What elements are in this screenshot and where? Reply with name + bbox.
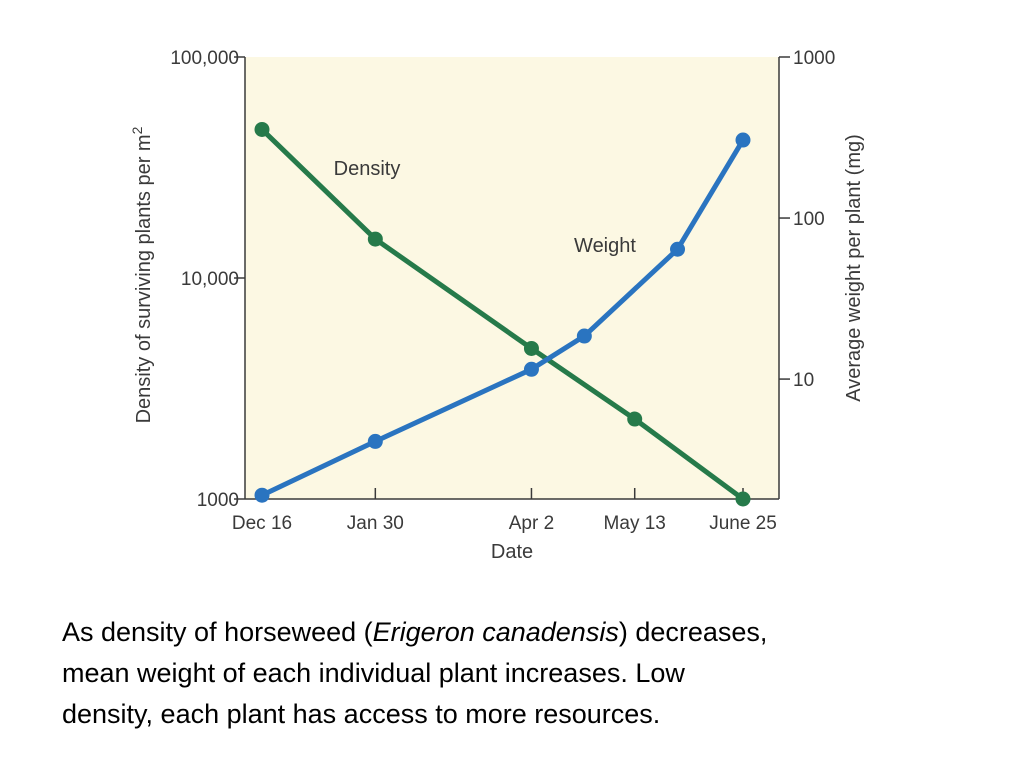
weight-line xyxy=(259,137,746,498)
y-left-tick-label: 10,000 xyxy=(181,269,239,290)
y-right-tick-label: 1000 xyxy=(793,48,835,69)
x-tick-label: June 25 xyxy=(709,513,777,534)
density-point xyxy=(627,411,643,427)
y-left-axis-title: Density of surviving plants per m2 xyxy=(129,126,155,423)
x-tick-label: Apr 2 xyxy=(509,513,554,534)
x-axis-title: Date xyxy=(491,541,533,563)
y-left-tick-label: 1000 xyxy=(197,490,239,511)
y-right-axis-title: Average weight per plant (mg) xyxy=(843,134,865,402)
series-density: Density xyxy=(254,121,751,507)
x-tick-label: Jan 30 xyxy=(347,513,404,534)
density-point xyxy=(735,491,751,507)
weight-point xyxy=(523,361,539,377)
y-left-axis-title-superscript: 2 xyxy=(129,126,145,134)
weight-point xyxy=(254,487,270,503)
x-tick-label: Dec 16 xyxy=(232,513,292,534)
weight-point xyxy=(735,132,751,148)
density-series-label: Density xyxy=(334,158,401,180)
caption-line-2: mean weight of each individual plant inc… xyxy=(62,658,685,688)
x-tick-label: May 13 xyxy=(604,513,666,534)
y-right-tick-label: 100 xyxy=(793,209,825,230)
weight-point xyxy=(367,433,383,449)
caption-line-1-start: As density of horseweed ( xyxy=(62,617,373,647)
y-left-tick-label: 100,000 xyxy=(170,48,239,69)
caption-line-1-end: ) decreases, xyxy=(618,617,768,647)
axis-ticks: Dec 16 Jan 30 Apr 2 May 13 June 25 100,000 10,… xyxy=(170,48,835,534)
density-point xyxy=(254,121,270,137)
figure-caption: As density of horseweed (Erigeron canade… xyxy=(62,612,992,735)
weight-point xyxy=(576,328,592,344)
density-point xyxy=(367,231,383,247)
caption-line-1: As density of horseweed (Erigeron canade… xyxy=(62,612,992,653)
caption-line-3: density, each plant has access to more r… xyxy=(62,699,661,729)
y-left-axis-title-text: Density of surviving plants per m xyxy=(133,134,155,423)
weight-series-label: Weight xyxy=(574,235,636,257)
weight-point xyxy=(670,241,686,257)
caption-species-name: Erigeron canadensis xyxy=(372,617,619,647)
y-right-tick-label: 10 xyxy=(793,370,814,391)
plot-area xyxy=(245,57,779,499)
series-layer: Density Weight xyxy=(254,121,751,507)
density-point xyxy=(523,340,539,356)
series-weight: Weight xyxy=(254,132,751,503)
